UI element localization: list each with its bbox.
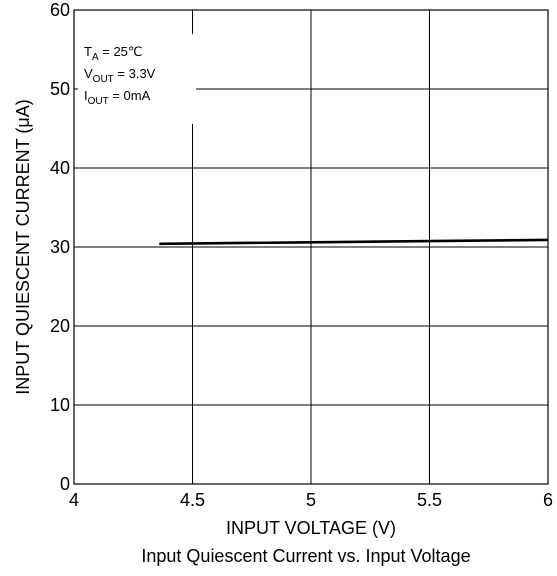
y-tick-labels: 0 10 20 30 40 50 60 [50,0,70,494]
grid-layer [74,10,548,484]
x-axis-label: INPUT VOLTAGE (V) [226,518,396,538]
y-axis-label: INPUT QUIESCENT CURRENT (μA) [13,99,33,394]
condition-text: VOUT = 3.3V [84,66,156,85]
y-tick-label: 40 [50,158,70,178]
y-tick-label: 0 [60,474,70,494]
x-tick-labels: 4 4.5 5 5.5 6 [69,490,553,510]
y-tick-label: 50 [50,79,70,99]
condition-text: TA = 25℃ [84,44,143,63]
x-tick-label: 4.5 [180,490,205,510]
conditions-box: TA = 25℃ VOUT = 3.3V IOUT = 0mA [78,34,196,124]
series-line [159,238,549,246]
y-tick-label: 30 [50,237,70,257]
plot-frame [73,9,549,485]
conditions-box-bg [78,34,196,124]
y-tick-label: 10 [50,395,70,415]
y-tick-label: 20 [50,316,70,336]
condition-text: IOUT = 0mA [84,88,151,107]
series-layer [159,238,549,246]
x-tick-label: 5.5 [417,490,442,510]
x-tick-label: 5 [306,490,316,510]
chart-caption: Input Quiescent Current vs. Input Voltag… [141,546,470,566]
y-tick-label: 60 [50,0,70,20]
x-tick-label: 6 [543,490,553,510]
x-tick-label: 4 [69,490,79,510]
plot-border [73,9,549,485]
